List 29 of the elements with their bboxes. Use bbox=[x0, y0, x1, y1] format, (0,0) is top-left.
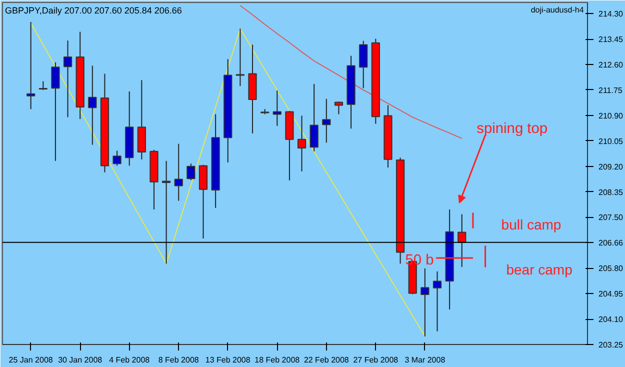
x-tick-label: 4 Feb 2008 bbox=[109, 356, 150, 364]
x-tick-label: 18 Feb 2008 bbox=[254, 356, 300, 364]
x-tick-label: 25 Jan 2008 bbox=[8, 356, 54, 364]
y-tick-label: 204.10 bbox=[598, 315, 624, 324]
text: bear camp bbox=[506, 262, 573, 278]
y-tick-label: 210.05 bbox=[598, 136, 624, 146]
text: spining top bbox=[476, 120, 548, 137]
text: doji-audusd-h4 bbox=[530, 6, 584, 14]
y-tick-label: 204.95 bbox=[598, 290, 624, 299]
y-tick-label: 210.90 bbox=[598, 111, 624, 120]
y-tick-label: 214.30 bbox=[598, 10, 624, 19]
y-tick-label: 205.80 bbox=[598, 264, 624, 274]
x-tick-label: 8 Feb 2008 bbox=[158, 356, 200, 364]
x-tick-label: 13 Feb 2008 bbox=[205, 356, 251, 364]
y-tick-label: 203.25 bbox=[598, 340, 624, 350]
chart-title: GBPJPY,Daily 207.00 207.60 205.84 206.66 bbox=[4, 6, 182, 16]
y-tick-label: 213.45 bbox=[598, 35, 624, 44]
y-tick-label: 212.60 bbox=[598, 60, 624, 70]
x-tick-label: 30 Jan 2008 bbox=[58, 356, 103, 364]
annotation: 50 b bbox=[405, 252, 434, 269]
x-tick-label: 3 Mar 2008 bbox=[404, 356, 446, 364]
x-tick-label: 22 Feb 2008 bbox=[304, 356, 350, 364]
y-tick-label: 208.35 bbox=[598, 188, 624, 197]
y-tick-label: 211.75 bbox=[598, 86, 623, 95]
y-tick-label: 209.20 bbox=[598, 162, 624, 172]
ref-line-label: 206.66 bbox=[598, 238, 624, 248]
y-tick-label: 207.50 bbox=[598, 213, 624, 222]
text: bull camp bbox=[501, 216, 562, 233]
x-tick-label: 27 Feb 2008 bbox=[353, 356, 399, 364]
